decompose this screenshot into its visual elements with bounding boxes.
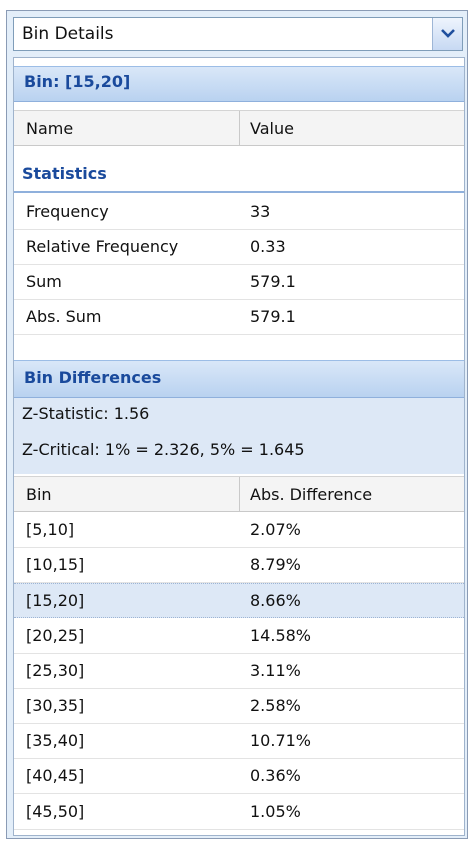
bin-difference-row[interactable]: [40,45] 0.36% — [14, 759, 464, 794]
stat-value: 579.1 — [250, 307, 296, 326]
bin-difference-row[interactable]: [15,20] 8.66% — [14, 583, 464, 618]
abs-difference-value: 2.58% — [250, 696, 301, 715]
dropdown-button[interactable] — [432, 18, 462, 50]
bin-range: [20,25] — [26, 626, 85, 645]
abs-difference-value: 10.71% — [250, 731, 312, 750]
bin-section-header[interactable]: Bin: [15,20] — [14, 66, 464, 102]
stat-row[interactable]: Relative Frequency 0.33 — [14, 230, 464, 265]
bin-differences-title: Bin Differences — [24, 368, 162, 387]
bin-difference-row[interactable]: [10,15] 8.79% — [14, 548, 464, 583]
bin-range: [10,15] — [26, 555, 85, 574]
bin-range: [35,40] — [26, 731, 85, 750]
column-header-abs-difference[interactable]: Abs. Difference — [250, 485, 373, 504]
z-statistic-text: Z-Statistic: 1.56 — [22, 404, 150, 423]
stat-value: 33 — [250, 202, 271, 221]
column-header-name[interactable]: Name — [26, 119, 74, 138]
column-header-bin[interactable]: Bin — [26, 485, 52, 504]
stat-name: Abs. Sum — [26, 307, 102, 326]
bin-difference-row[interactable]: [30,35] 2.58% — [14, 689, 464, 724]
stat-name: Relative Frequency — [26, 237, 179, 256]
statistics-group-divider — [14, 191, 464, 193]
bin-difference-row[interactable]: [20,25] 14.58% — [14, 619, 464, 654]
z-statistics-area: Z-Statistic: 1.56 Z-Critical: 1% = 2.326… — [14, 398, 464, 474]
stat-value: 0.33 — [250, 237, 286, 256]
stat-row[interactable]: Abs. Sum 579.1 — [14, 300, 464, 335]
abs-difference-value: 8.66% — [250, 591, 301, 610]
z-critical-text: Z-Critical: 1% = 2.326, 5% = 1.645 — [22, 440, 305, 459]
details-blank-area — [14, 335, 464, 359]
bin-difference-row[interactable]: [35,40] 10.71% — [14, 724, 464, 759]
bin-range: [40,45] — [26, 766, 85, 785]
bin-difference-row[interactable]: [45,50] 1.05% — [14, 795, 464, 830]
chevron-down-icon — [441, 29, 455, 38]
bin-range: [15,20] — [26, 591, 85, 610]
bin-differences-header[interactable]: Bin Differences — [14, 360, 464, 398]
bin-difference-row[interactable]: [5,10] 2.07% — [14, 513, 464, 548]
abs-difference-value: 3.11% — [250, 661, 301, 680]
view-selector-dropdown[interactable]: Bin Details — [13, 17, 463, 51]
bin-details-window: Bin Details Bin: [15,20] Name Value Stat… — [6, 10, 468, 839]
details-panel: Bin: [15,20] Name Value Statistics Frequ… — [13, 57, 465, 836]
bin-range: [25,30] — [26, 661, 85, 680]
stat-name: Frequency — [26, 202, 109, 221]
bin-section-title: Bin: [15,20] — [24, 72, 131, 91]
differences-column-header: Bin Abs. Difference — [14, 476, 464, 512]
stat-row[interactable]: Sum 579.1 — [14, 265, 464, 300]
bin-range: [45,50] — [26, 802, 85, 821]
abs-difference-value: 1.05% — [250, 802, 301, 821]
bin-range: [5,10] — [26, 520, 75, 539]
abs-difference-value: 2.07% — [250, 520, 301, 539]
column-divider[interactable] — [239, 477, 240, 512]
bin-difference-row[interactable]: [25,30] 3.11% — [14, 654, 464, 689]
abs-difference-value: 8.79% — [250, 555, 301, 574]
stat-row[interactable]: Frequency 33 — [14, 195, 464, 230]
stat-value: 579.1 — [250, 272, 296, 291]
bin-range: [30,35] — [26, 696, 85, 715]
view-selector-value: Bin Details — [22, 24, 114, 44]
details-column-header: Name Value — [14, 110, 464, 146]
column-divider[interactable] — [239, 111, 240, 146]
abs-difference-value: 14.58% — [250, 626, 312, 645]
abs-difference-value: 0.36% — [250, 766, 301, 785]
statistics-group-label: Statistics — [22, 164, 107, 183]
stat-name: Sum — [26, 272, 62, 291]
column-header-value[interactable]: Value — [250, 119, 294, 138]
